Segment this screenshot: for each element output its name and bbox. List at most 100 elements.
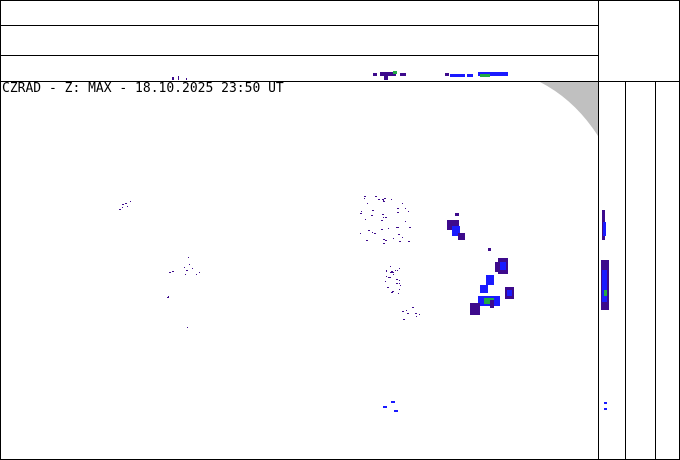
radar-echo [178,76,179,80]
radar-echo [391,199,392,200]
radar-echo [381,229,383,230]
radar-echo [388,228,389,229]
radar-echo [384,198,385,199]
radar-echo [402,203,403,204]
radar-echo [396,227,397,228]
radar-echo [381,220,383,221]
radar-echo [367,203,368,204]
radar-echo [371,215,373,216]
radar-echo [386,270,387,271]
radar-echo [172,271,174,272]
side-panel-divider-1 [598,0,599,460]
radar-echo [383,217,384,218]
radar-echo [604,402,607,404]
radar-echo [396,279,398,280]
radar-echo [387,287,389,288]
radar-echo [397,208,399,209]
radar-echo [445,73,449,76]
radar-echo [403,319,405,320]
radar-echo [372,210,374,211]
radar-echo [393,238,394,239]
radar-echo [360,233,361,234]
radar-echo [122,207,123,208]
radar-echo [416,316,417,317]
radar-echo [389,277,391,278]
radar-echo [385,198,386,199]
radar-echo [184,267,185,268]
radar-echo [495,262,499,272]
radar-echo [385,217,387,218]
radar-echo [415,313,417,314]
radar-echo [375,196,377,197]
radar-echo [196,274,197,275]
radar-echo [390,272,392,273]
radar-echo [374,233,376,234]
radar-echo [397,227,399,228]
radar-echo [397,270,398,271]
radar-echo [391,401,395,403]
radar-echo [188,257,189,258]
radar-echo [419,314,420,315]
radar-echo [392,272,394,273]
radar-echo [399,289,400,290]
radar-echo [386,271,387,272]
radar-echo [455,213,459,216]
side-panel-divider-3 [655,81,656,460]
radar-echo [186,270,188,271]
radar-echo [458,233,465,240]
radar-echo [382,199,384,200]
radar-echo [122,204,124,205]
radar-echo [397,212,399,213]
radar-echo [602,270,607,302]
radar-echo [189,264,190,265]
radar-echo [409,227,411,228]
radar-echo [480,285,488,293]
radar-echo [393,274,394,275]
radar-echo [488,248,491,251]
radar-echo [399,283,400,284]
radar-echo [167,297,169,298]
radar-echo [396,283,398,284]
radar-echo [470,303,480,315]
radar-echo [187,327,188,328]
radar-echo [372,232,373,233]
radar-echo [486,275,494,285]
radar-echo [399,280,400,281]
radar-echo [169,272,171,273]
radar-echo [364,198,365,199]
radar-echo [393,71,397,74]
radar-echo [391,292,393,293]
radar-echo [603,222,606,236]
radar-echo [130,201,131,202]
radar-echo [192,268,193,269]
radar-echo [386,276,387,277]
radar-echo [400,285,401,286]
radar-echo [186,78,187,80]
top-panel-divider-2 [0,55,598,56]
radar-echo [119,209,121,210]
radar-echo [383,243,385,244]
radar-title: CZRAD - Z: MAX - 18.10.2025 23:50 UT [2,81,284,96]
radar-echo [478,72,508,76]
radar-echo [484,298,494,304]
radar-echo [373,73,377,76]
radar-echo [402,237,403,238]
radar-echo [380,72,396,76]
radar-echo [168,296,169,297]
radar-echo [378,199,380,200]
radar-echo [402,311,404,312]
radar-echo [391,271,393,272]
radar-echo [172,77,174,80]
radar-echo [408,241,410,242]
frame-top [0,0,680,1]
radar-echo [507,290,512,296]
radar-echo [412,307,414,308]
radar-echo [199,272,200,273]
top-panel-divider-3 [0,81,680,82]
radar-echo [364,196,366,197]
radar-echo [385,240,387,241]
radar-echo [407,313,409,314]
radar-echo [452,226,460,236]
radar-echo [368,230,370,231]
